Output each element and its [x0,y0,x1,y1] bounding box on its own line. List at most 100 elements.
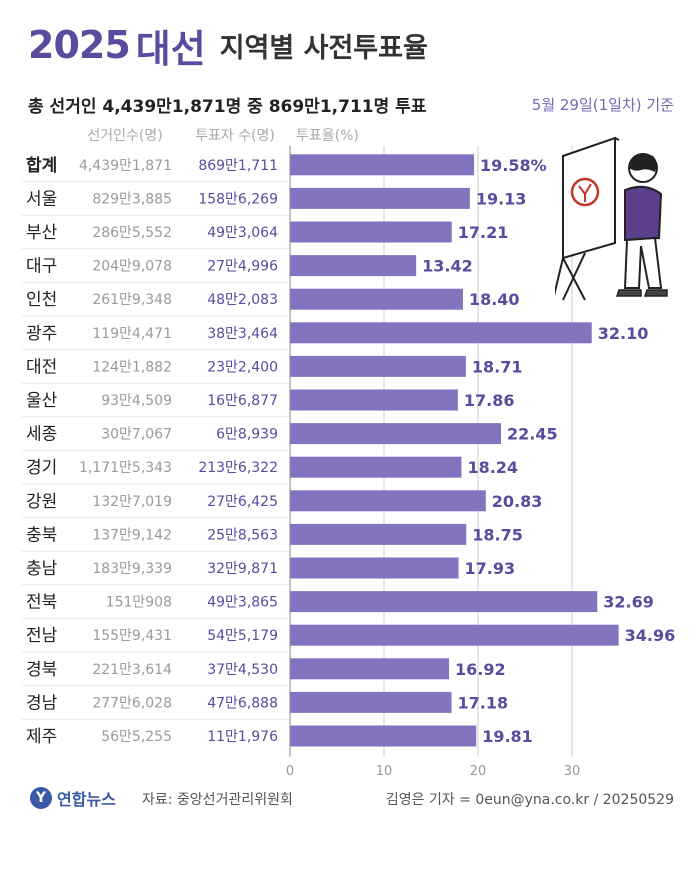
region-label: 부산 [26,223,58,243]
electors-cell: 119만4,471 [92,326,172,342]
voters-cell: 54만5,179 [207,628,278,644]
voters-cell: 16만6,877 [207,393,278,409]
region-label: 광주 [26,324,57,344]
region-label: 울산 [26,391,58,411]
value-label: 19.81 [482,727,533,746]
x-tick-label: 30 [564,764,581,779]
logo-text: 연합뉴스 [57,790,116,809]
summary-text: 총 선거인 4,439만1,871명 중 869만1,711명 투표 [28,97,427,117]
electors-cell: 124만1,882 [92,359,172,375]
value-label: 17.93 [465,559,516,578]
value-label: 17.18 [457,693,508,712]
value-label: 17.86 [464,391,515,410]
title-word: 대선 [135,26,206,71]
region-label: 전북 [26,593,57,613]
bar-인천 [290,288,463,310]
bar-합계 [290,154,475,176]
bar-경남 [290,691,452,713]
turnout-chart: 선거인수(명) 투표자 수(명) 투표율(%) 합계 4,439만1,871 869만1,… [22,128,676,779]
region-label: 경북 [26,660,57,680]
voters-cell: 213만6,322 [198,460,278,476]
region-label: 대구 [26,257,57,277]
header-rate: 투표율(%) [296,128,359,144]
source-note: 자료: 중앙선거관리위원회 [142,792,293,808]
bar-강원 [290,490,486,512]
bar-대전 [290,355,466,377]
yonhap-logo-icon: Y [30,787,52,809]
header-voters: 투표자 수(명) [195,128,275,144]
bar-부산 [290,221,452,243]
value-label: 19.58% [480,156,547,175]
value-label: 13.42 [422,257,473,276]
electors-cell: 221만3,614 [92,662,172,678]
electors-cell: 261만9,348 [92,292,172,308]
title-block: 2025 대선 지역별 사전투표율 [28,20,428,71]
voters-cell: 32만9,871 [207,561,278,577]
region-label: 세종 [26,425,57,445]
electors-cell: 132만7,019 [92,494,172,510]
region-label: 전남 [26,626,58,646]
bar-제주 [290,725,477,747]
voters-cell: 869만1,711 [198,158,278,174]
voters-cell: 49만3,865 [207,595,278,611]
value-label: 32.69 [603,593,654,612]
bar-서울 [290,187,470,209]
date-note: 5월 29일(1일차) 기준 [531,96,674,114]
voters-cell: 23만2,400 [207,359,278,375]
bar-세종 [290,423,502,445]
value-label: 32.10 [598,324,649,343]
electors-cell: 286만5,552 [92,225,172,241]
bar-충남 [290,557,459,579]
voters-cell: 25만8,563 [207,527,278,543]
bar-경기 [290,456,462,478]
voters-cell: 37만4,530 [207,662,278,678]
value-label: 18.40 [469,290,520,309]
region-label: 강원 [26,492,57,512]
yonhap-logo: Y 연합뉴스 [30,786,116,810]
electors-cell: 137만9,142 [92,527,172,543]
x-tick-label: 0 [286,764,294,779]
region-label: 대전 [26,357,57,377]
voters-cell: 48만2,083 [207,292,278,308]
value-label: 34.96 [625,626,676,645]
value-label: 18.24 [467,458,518,477]
value-label: 17.21 [458,223,509,242]
voters-cell: 158만6,269 [198,191,278,207]
value-label: 22.45 [507,425,558,444]
electors-cell: 204만9,078 [92,259,172,275]
voters-cell: 38만3,464 [207,326,278,342]
bar-전남 [290,624,619,646]
electors-cell: 183만9,339 [92,561,172,577]
region-label: 경남 [26,693,58,713]
value-label: 18.75 [472,525,523,544]
value-label: 19.13 [476,189,527,208]
electors-cell: 93만4,509 [101,393,172,409]
x-tick-label: 10 [376,764,393,779]
electors-cell: 56만5,255 [101,729,172,745]
bar-충북 [290,523,467,545]
region-label: 충북 [26,525,57,545]
value-label: 20.83 [492,492,543,511]
region-label: 서울 [26,189,57,209]
region-label: 제주 [26,727,57,747]
bar-대구 [290,255,417,277]
bar-울산 [290,389,458,411]
region-label: 합계 [26,155,57,176]
voters-cell: 47만6,888 [207,695,278,711]
electors-cell: 30만7,067 [101,427,172,443]
credit-note: 김영은 기자 = 0eun@yna.co.kr / 20250529 [385,792,674,808]
value-label: 18.71 [472,357,523,376]
title-year: 2025 [28,23,131,67]
value-label: 16.92 [455,660,506,679]
voters-cell: 49만3,064 [207,225,278,241]
bar-전북 [290,591,598,613]
electors-cell: 1,171만5,343 [79,460,172,476]
electors-cell: 277만6,028 [92,695,172,711]
bar-광주 [290,322,592,344]
bar-경북 [290,658,450,680]
voters-cell: 11만1,976 [207,729,278,745]
region-label: 경기 [26,458,57,478]
x-tick-label: 20 [470,764,487,779]
electors-cell: 829만3,885 [92,191,172,207]
region-label: 충남 [26,559,58,579]
